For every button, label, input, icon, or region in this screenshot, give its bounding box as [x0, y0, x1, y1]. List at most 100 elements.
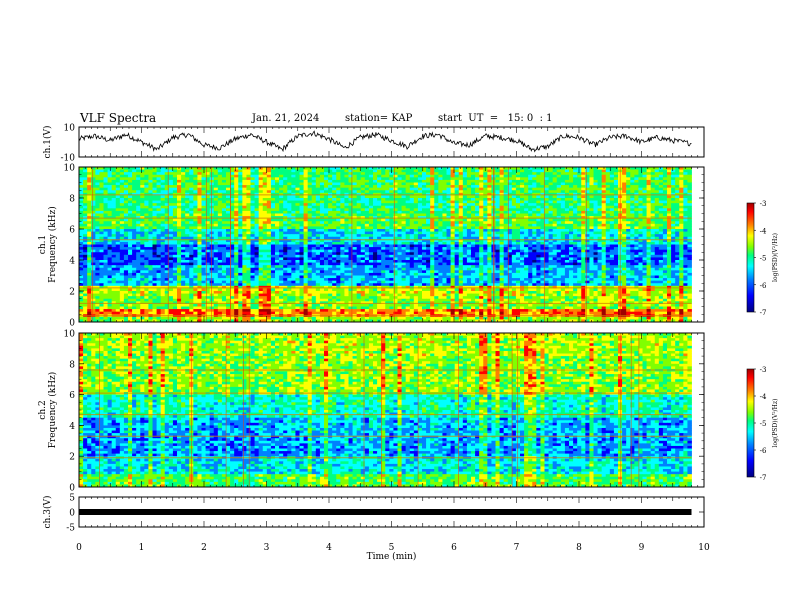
spectrogram-cell	[217, 167, 223, 170]
spectrogram-cell	[417, 218, 423, 222]
spectrogram-cell	[295, 244, 300, 248]
spectrogram-cell	[242, 213, 247, 217]
spectrogram-cell	[662, 169, 668, 173]
spectrogram-cell	[495, 241, 500, 245]
spectrogram-cell	[422, 198, 427, 201]
spectrogram-cell	[79, 213, 84, 217]
spectrogram-cell	[148, 231, 153, 235]
spectrogram-cell	[319, 244, 325, 248]
spectrogram-cell	[442, 205, 447, 209]
spectrogram-cell	[438, 208, 443, 212]
spectrogram-cell	[311, 241, 317, 245]
spectrogram-cell	[503, 167, 509, 170]
spectrogram-cell	[507, 244, 513, 248]
spectrogram-cell	[646, 210, 652, 214]
spectrogram-cell	[168, 195, 174, 199]
spectrogram-cell	[622, 218, 627, 222]
spectrogram-cell	[430, 244, 435, 248]
spectrogram-cell	[552, 226, 558, 230]
spectrogram-cell	[654, 185, 660, 189]
spectrogram-cell	[107, 169, 113, 173]
spectrogram-cell	[377, 226, 382, 230]
spectrogram-cell	[307, 210, 313, 214]
spectrogram-cell	[111, 249, 117, 253]
spectrogram-cell	[397, 179, 402, 183]
spectrogram-cell	[136, 203, 141, 207]
spectrogram-cell	[389, 229, 394, 232]
spectrogram-cell	[511, 205, 517, 209]
spectrogram-cell	[319, 187, 325, 191]
spectrogram-cell	[352, 218, 358, 222]
spectrogram-cell	[356, 247, 362, 251]
spectrogram-cell	[111, 216, 117, 220]
spectrogram-cell	[368, 172, 374, 176]
spectrogram-cell	[103, 216, 108, 220]
spectrogram-cell	[299, 223, 304, 227]
spectrogram-cell	[140, 231, 145, 235]
spectrogram-cell	[556, 198, 562, 201]
spectrogram-cell	[475, 205, 480, 209]
spectrogram-cell	[393, 231, 398, 235]
spectrogram-cell	[569, 190, 574, 194]
spectrogram-cell	[654, 221, 660, 225]
spectrogram-cell	[532, 167, 537, 170]
spectrogram-cell	[597, 172, 603, 176]
spectrogram-cell	[638, 249, 643, 253]
spectrogram-cell	[91, 249, 96, 253]
spectrogram-cell	[601, 216, 607, 220]
spectrogram-cell	[687, 177, 692, 181]
spectrogram-cell	[197, 169, 202, 173]
spectrogram-cell	[540, 218, 545, 222]
spectrogram-cell	[430, 239, 435, 243]
spectrogram-cell	[385, 169, 390, 173]
spectrogram-cell	[230, 210, 235, 214]
spectrogram-cell	[458, 205, 464, 209]
spectrogram-cell	[242, 200, 247, 204]
spectrogram-cell	[148, 174, 153, 178]
spectrogram-cell	[270, 187, 276, 191]
spectrogram-cell	[140, 177, 145, 181]
spectrogram-cell	[368, 247, 374, 251]
spectrogram-cell	[569, 167, 574, 170]
spectrogram-cell	[307, 244, 313, 248]
spectrogram-cell	[91, 247, 96, 251]
spectrogram-cell	[667, 167, 672, 170]
spectrogram-cell	[462, 187, 468, 191]
spectrogram-cell	[226, 174, 231, 178]
spectrogram-cell	[630, 226, 635, 230]
spectrogram-cell	[495, 213, 500, 217]
spectrogram-cell	[119, 187, 125, 191]
spectrogram-cell	[679, 174, 684, 178]
spectrogram-cell	[144, 249, 149, 253]
spectrogram-cell	[662, 185, 668, 189]
spectrogram-cell	[234, 234, 239, 238]
spectrogram-cell	[569, 218, 574, 222]
spectrogram-cell	[642, 223, 647, 227]
spectrogram-cell	[311, 226, 317, 230]
spectrogram-cell	[442, 182, 447, 186]
spectrogram-cell	[107, 236, 113, 240]
spectrogram-cell	[466, 210, 472, 214]
spectrogram-cell	[389, 172, 394, 176]
spectrogram-cell	[328, 234, 333, 238]
spectrogram-cell	[552, 198, 558, 201]
spectrogram-cell	[642, 239, 647, 243]
spectrogram-cell	[299, 200, 304, 204]
spectrogram-cell	[356, 179, 362, 183]
spectrogram-cell	[221, 249, 227, 253]
spectrogram-cell	[548, 167, 554, 170]
spectrogram-cell	[385, 208, 390, 212]
spectrogram-cell	[221, 203, 227, 207]
spectrogram-cell	[270, 229, 276, 232]
spectrogram-cell	[479, 241, 484, 245]
spectrogram-cell	[221, 226, 227, 230]
spectrogram-cell	[79, 169, 84, 173]
spectrogram-cell	[315, 167, 321, 170]
spectrogram-cell	[389, 182, 394, 186]
spectrogram-cell	[291, 208, 296, 212]
spectrogram-cell	[630, 223, 635, 227]
spectrogram-cell	[111, 226, 117, 230]
spectrogram-cell	[319, 167, 325, 170]
spectrogram-cell	[254, 234, 260, 238]
spectrogram-cell	[422, 221, 427, 225]
